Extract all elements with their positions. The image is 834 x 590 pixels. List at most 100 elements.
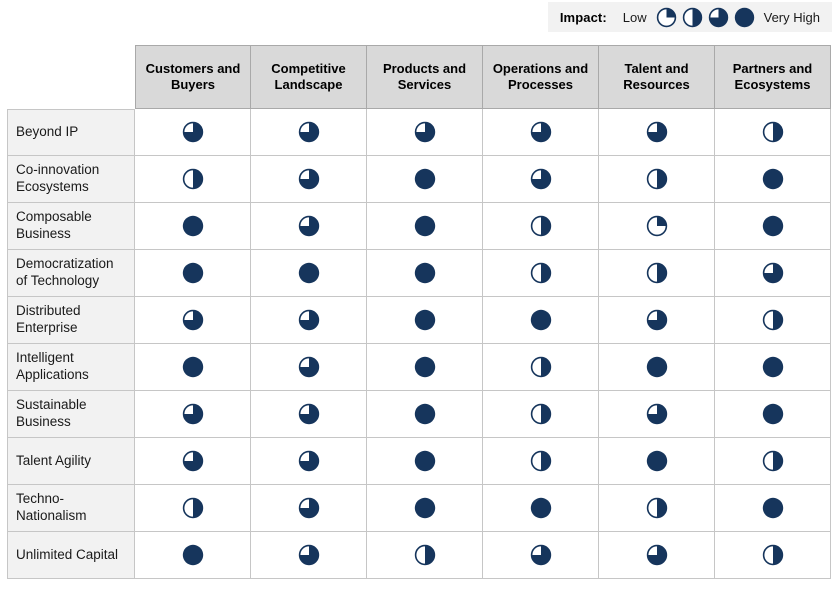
row-label: Co-innovation Ecosystems (7, 156, 135, 203)
harvey-ball-75-icon (762, 262, 783, 284)
column-header: Partners and Ecosystems (715, 45, 831, 109)
impact-matrix-table: Customers and Buyers Competitive Landscap… (7, 45, 831, 579)
harvey-ball-50-icon (530, 403, 551, 425)
matrix-cell (135, 250, 251, 297)
harvey-ball-75-icon (530, 544, 551, 566)
row-label: Talent Agility (7, 438, 135, 485)
harvey-ball-50-icon (646, 168, 667, 190)
harvey-ball-75-icon (530, 168, 551, 190)
harvey-ball-50-icon (182, 497, 203, 519)
harvey-ball-75-icon (182, 403, 203, 425)
harvey-ball-75-icon (182, 121, 203, 143)
harvey-ball-75-icon (182, 309, 203, 331)
harvey-ball-75-icon (298, 356, 319, 378)
matrix-cell (367, 203, 483, 250)
harvey-ball-75-icon (298, 121, 319, 143)
harvey-ball-50-icon (762, 450, 783, 472)
harvey-ball-100-icon (182, 215, 203, 237)
harvey-ball-75-icon (298, 309, 319, 331)
harvey-ball-100-icon (414, 497, 435, 519)
matrix-cell (715, 438, 831, 485)
matrix-cell (135, 344, 251, 391)
harvey-ball-100-icon (182, 356, 203, 378)
legend-scale-icons (656, 7, 755, 28)
row-label: Distributed Enterprise (7, 297, 135, 344)
matrix-cell (367, 156, 483, 203)
harvey-ball-50-icon (530, 262, 551, 284)
matrix-cell (251, 438, 367, 485)
matrix-cell (251, 109, 367, 156)
matrix-cell (135, 156, 251, 203)
harvey-ball-75-icon (646, 403, 667, 425)
harvey-ball-75-icon (646, 309, 667, 331)
matrix-cell (599, 109, 715, 156)
matrix-cell (135, 391, 251, 438)
harvey-ball-75-icon (298, 497, 319, 519)
harvey-ball-100-icon (414, 309, 435, 331)
column-header: Competitive Landscape (251, 45, 367, 109)
matrix-cell (367, 532, 483, 579)
matrix-cell (715, 250, 831, 297)
harvey-ball-75-icon (182, 450, 203, 472)
matrix-cell (715, 532, 831, 579)
matrix-cell (599, 438, 715, 485)
harvey-ball-100-icon (646, 450, 667, 472)
harvey-ball-50-icon (762, 309, 783, 331)
matrix-cell (367, 391, 483, 438)
matrix-cell (483, 438, 599, 485)
matrix-cell (135, 109, 251, 156)
matrix-cell (367, 344, 483, 391)
matrix-cell (251, 250, 367, 297)
column-header: Talent and Resources (599, 45, 715, 109)
harvey-ball-100-icon (414, 262, 435, 284)
matrix-cell (599, 297, 715, 344)
harvey-ball-50-icon (682, 7, 702, 27)
matrix-cell (599, 532, 715, 579)
column-header: Customers and Buyers (135, 45, 251, 109)
matrix-cell (599, 485, 715, 532)
matrix-cell (135, 297, 251, 344)
harvey-ball-25-icon (646, 215, 667, 237)
harvey-ball-75-icon (708, 7, 728, 27)
harvey-ball-75-icon (298, 403, 319, 425)
harvey-ball-100-icon (298, 262, 319, 284)
harvey-ball-100-icon (414, 168, 435, 190)
matrix-cell (599, 391, 715, 438)
matrix-cell (251, 485, 367, 532)
row-label: Intelligent Applications (7, 344, 135, 391)
harvey-ball-75-icon (298, 215, 319, 237)
harvey-ball-100-icon (414, 356, 435, 378)
matrix-cell (251, 156, 367, 203)
matrix-cell (483, 485, 599, 532)
matrix-cell (135, 485, 251, 532)
harvey-ball-75-icon (414, 121, 435, 143)
harvey-ball-75-icon (530, 121, 551, 143)
matrix-cell (715, 485, 831, 532)
harvey-ball-75-icon (298, 544, 319, 566)
column-header: Products and Services (367, 45, 483, 109)
harvey-ball-100-icon (734, 7, 754, 27)
matrix-cell (135, 203, 251, 250)
matrix-cell (135, 438, 251, 485)
matrix-cell (599, 344, 715, 391)
row-label: Techno-Nationalism (7, 485, 135, 532)
matrix-cell (599, 203, 715, 250)
legend-title: Impact: (559, 9, 607, 25)
matrix-cell (483, 109, 599, 156)
matrix-cell (367, 250, 483, 297)
matrix-cell (135, 532, 251, 579)
legend-high-label: Very High (763, 9, 820, 25)
harvey-ball-100-icon (762, 215, 783, 237)
row-label: Democratization of Technology (7, 250, 135, 297)
harvey-ball-100-icon (414, 403, 435, 425)
matrix-cell (715, 109, 831, 156)
row-label: Unlimited Capital (7, 532, 135, 579)
matrix-cell (251, 391, 367, 438)
harvey-ball-50-icon (646, 497, 667, 519)
harvey-ball-50-icon (530, 450, 551, 472)
matrix-cell (367, 297, 483, 344)
matrix-cell (715, 391, 831, 438)
matrix-corner-spacer (7, 45, 135, 109)
matrix-cell (599, 250, 715, 297)
harvey-ball-100-icon (530, 497, 551, 519)
